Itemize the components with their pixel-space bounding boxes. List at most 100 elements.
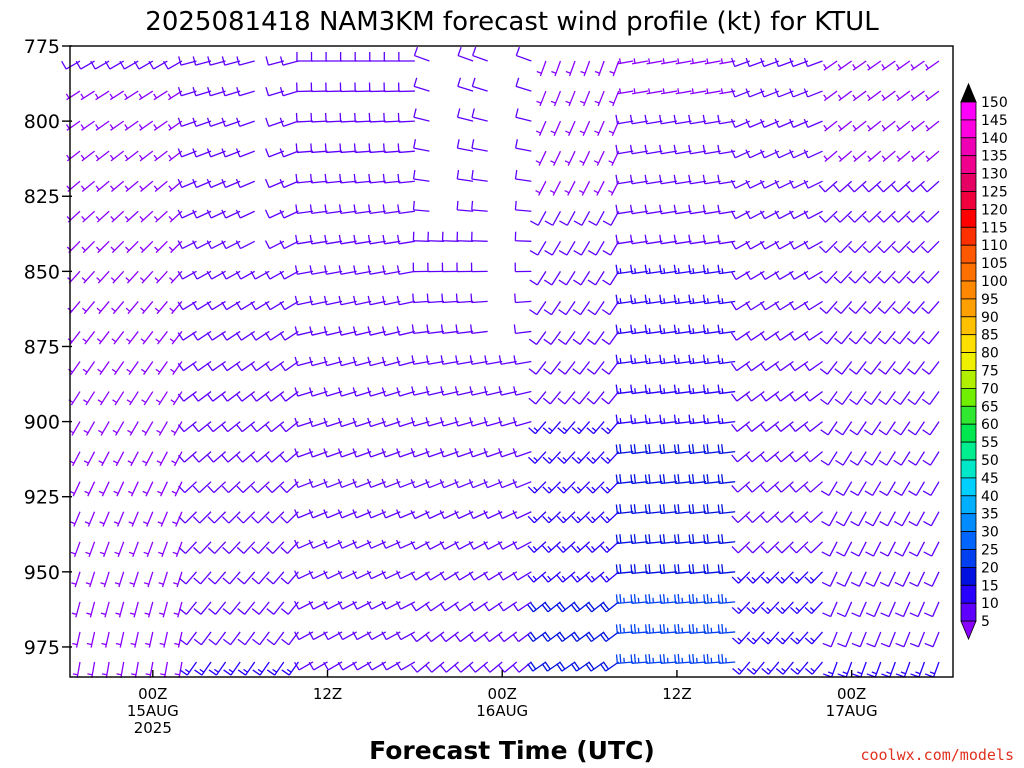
barb-shaft <box>500 360 517 365</box>
wind-barb <box>674 564 692 575</box>
wind-barb <box>440 386 459 396</box>
barb-flag <box>366 478 372 488</box>
barb-flag <box>789 576 798 584</box>
barb-shaft <box>646 571 663 575</box>
barb-flag <box>512 664 520 673</box>
wind-barb <box>395 631 416 641</box>
wind-barb <box>528 391 547 405</box>
barb-shaft <box>827 391 838 405</box>
barb-shaft <box>562 601 576 613</box>
wind-barb <box>250 451 270 463</box>
barb-flag <box>410 510 416 519</box>
wind-barb <box>512 631 532 643</box>
barb-flag <box>648 534 651 544</box>
barb-flag <box>395 600 402 610</box>
barb-flag <box>775 667 784 675</box>
wind-barb <box>852 150 867 163</box>
barb-flag <box>279 240 285 249</box>
barb-shaft <box>227 451 241 463</box>
barb-flag <box>600 456 609 464</box>
barb-flag <box>615 534 618 544</box>
wind-barb <box>207 541 227 554</box>
barb-shaft <box>839 210 853 223</box>
barb-shaft <box>288 631 299 646</box>
barb-half-flag <box>81 307 87 312</box>
barb-shaft <box>340 120 357 123</box>
chart-title: 2025081418 NAM3KM forecast wind profile … <box>145 7 879 37</box>
wind-barb <box>673 114 692 125</box>
colorbar-label: 105 <box>981 256 1008 272</box>
wind-barb <box>925 150 940 163</box>
wind-barb <box>236 117 255 127</box>
barb-shaft <box>607 421 620 435</box>
barb-shaft <box>690 450 707 455</box>
barb-flag <box>924 642 934 648</box>
wind-barb <box>99 511 110 527</box>
wind-barb <box>879 481 896 497</box>
wind-barb <box>834 361 853 375</box>
barb-flag <box>454 541 460 550</box>
barb-flag <box>454 386 459 396</box>
wind-barb <box>848 300 867 314</box>
barb-shaft <box>296 120 313 123</box>
barb-shaft <box>675 150 692 155</box>
wind-barb <box>877 300 896 314</box>
barb-flag <box>497 541 504 550</box>
barb-shaft <box>782 631 794 645</box>
barb-shaft <box>593 421 605 435</box>
wind-barb <box>352 661 372 671</box>
colorbar-label: 140 <box>981 131 1008 147</box>
barb-flag <box>703 534 706 544</box>
barb-half-flag <box>169 338 175 343</box>
colorbar-min-arrow <box>960 620 977 641</box>
barb-flag <box>440 664 447 673</box>
barb-shaft <box>704 450 721 455</box>
barb-flag <box>774 240 780 250</box>
barb-shaft <box>340 150 357 154</box>
barb-flag <box>207 546 216 554</box>
barb-flag <box>760 423 767 432</box>
wind-barb <box>731 511 751 524</box>
wind-barb <box>564 180 576 196</box>
barb-flag <box>207 86 211 96</box>
barb-flag <box>789 271 795 280</box>
wind-barb <box>731 541 751 554</box>
barb-shaft <box>413 330 430 335</box>
barb-flag <box>454 664 462 673</box>
barb-flag <box>789 454 797 463</box>
barb-flag <box>308 478 314 488</box>
barb-flag <box>250 332 257 341</box>
barb-flag <box>894 581 904 587</box>
wind-barb <box>629 174 648 185</box>
barb-flag <box>644 324 648 334</box>
barb-shaft <box>764 300 780 311</box>
barb-flag <box>264 270 271 280</box>
barb-half-flag <box>143 582 150 585</box>
barb-half-flag <box>139 277 145 282</box>
barb-flag <box>818 245 827 254</box>
barb-flag <box>265 148 270 158</box>
barb-flag <box>469 355 473 365</box>
barb-flag <box>833 307 842 314</box>
wind-barb <box>675 88 692 95</box>
barb-half-flag <box>159 642 165 646</box>
barb-flag <box>515 77 520 87</box>
wind-barb <box>906 270 925 284</box>
barb-half-flag <box>551 70 557 74</box>
barb-half-flag <box>634 328 637 334</box>
wind-barb <box>615 594 634 605</box>
wind-barb <box>170 421 183 436</box>
wind-barb <box>170 361 183 375</box>
barb-half-flag <box>96 338 102 343</box>
wind-barb <box>95 210 110 223</box>
barb-shaft <box>646 541 663 545</box>
barb-shaft <box>738 571 751 584</box>
barb-flag <box>412 293 415 303</box>
barb-half-flag <box>576 575 581 581</box>
barb-flag <box>556 604 564 613</box>
wind-barb <box>178 541 197 554</box>
barb-flag <box>222 577 231 585</box>
barb-half-flag <box>737 607 742 612</box>
wind-barb <box>397 234 415 245</box>
wind-barb <box>154 240 168 254</box>
